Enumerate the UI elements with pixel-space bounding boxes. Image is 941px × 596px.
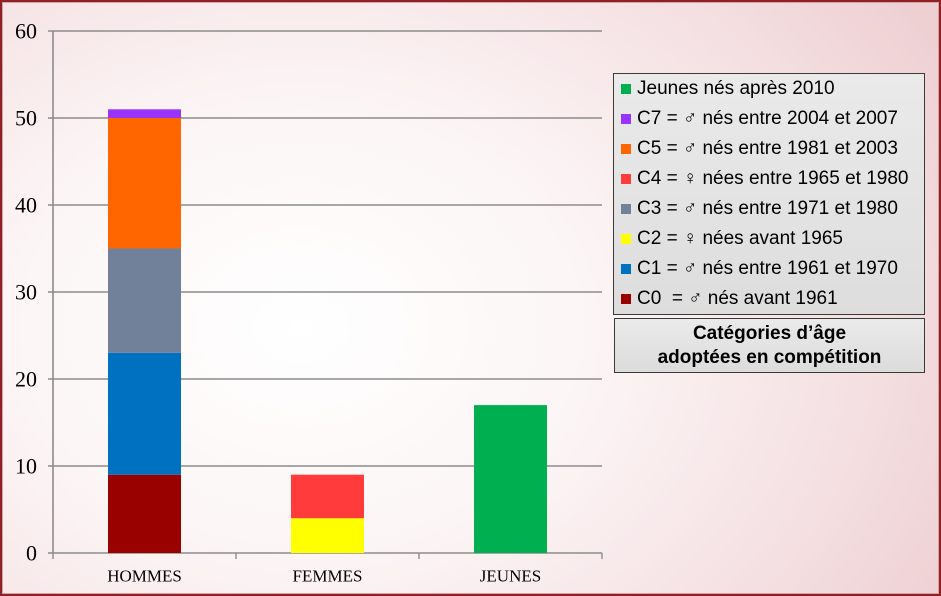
legend-swatch-c7	[621, 114, 631, 124]
y-tick-label-30: 30	[15, 280, 37, 305]
legend-item-c1: C1 = ♂ nés entre 1961 et 1970	[614, 254, 924, 284]
bars	[108, 109, 547, 553]
legend-item-c3: C3 = ♂ nés entre 1971 et 1980	[614, 194, 924, 224]
legend-item-c7: C7 = ♂ nés entre 2004 et 2007	[614, 104, 924, 134]
bar-jeunes-series-7	[474, 405, 547, 553]
y-tick-label-20: 20	[15, 367, 37, 392]
x-category-label-hommes: HOMMES	[107, 567, 182, 586]
bar-hommes-series-0	[108, 474, 181, 553]
legend-label-jeunes: Jeunes nés après 2010	[637, 78, 835, 99]
legend-label-c3: C3 = ♂ nés entre 1971 et 1980	[637, 198, 898, 219]
y-tick-label-0: 0	[26, 541, 37, 566]
legend-label-c2: C2 = ♀ nées avant 1965	[637, 228, 843, 249]
x-category-label-jeunes: JEUNES	[480, 567, 541, 586]
bar-hommes-series-1	[108, 352, 181, 475]
legend-item-c2: C2 = ♀ nées avant 1965	[614, 224, 924, 254]
bar-hommes-series-3	[108, 248, 181, 353]
legend-swatch-jeunes	[621, 84, 631, 94]
legend-swatch-c2	[621, 234, 631, 244]
legend-label-c5: C5 = ♂ nés entre 1981 et 2003	[637, 138, 898, 159]
bar-hommes-series-5	[108, 118, 181, 249]
axis-labels: 0 10 20 30 40 50 60 HOMMES FEMMES JEUNES	[15, 19, 541, 586]
legend-label-c0: C0 = ♂ nés avant 1961	[637, 288, 838, 309]
legend-swatch-c3	[621, 204, 631, 214]
legend-item-c5: C5 = ♂ nés entre 1981 et 2003	[614, 134, 924, 164]
bar-femmes-series-2	[291, 518, 364, 553]
legend-label-c7: C7 = ♂ nés entre 2004 et 2007	[637, 108, 898, 129]
legend-item-c0: C0 = ♂ nés avant 1961	[614, 284, 924, 314]
legend-swatch-c4	[621, 174, 631, 184]
y-tick-label-40: 40	[15, 193, 37, 218]
y-tick-label-60: 60	[15, 19, 37, 44]
legend-swatch-c1	[621, 264, 631, 274]
legend-label-c4: C4 = ♀ nées entre 1965 et 1980	[637, 168, 909, 189]
y-tick-label-50: 50	[15, 106, 37, 131]
legend-swatch-c5	[621, 144, 631, 154]
axes	[52, 31, 603, 559]
legend-label-c1: C1 = ♂ nés entre 1961 et 1970	[637, 258, 898, 279]
legend-title-box: Catégories d’âge adoptées en compétition	[614, 318, 925, 373]
legend-title-line-2: adoptées en compétition	[657, 346, 882, 368]
legend-item-c4: C4 = ♀ nées entre 1965 et 1980	[614, 164, 924, 194]
legend-swatch-c0	[621, 294, 631, 304]
legend-item-jeunes: Jeunes nés après 2010	[614, 74, 924, 104]
legend-title-line-1: Catégories d’âge	[692, 322, 847, 344]
x-category-label-femmes: FEMMES	[293, 567, 363, 586]
bar-hommes-series-6	[108, 109, 181, 118]
legend: Jeunes nés après 2010 C7 = ♂ nés entre 2…	[613, 73, 925, 315]
bar-femmes-series-4	[291, 474, 364, 519]
y-tick-label-10: 10	[15, 454, 37, 479]
